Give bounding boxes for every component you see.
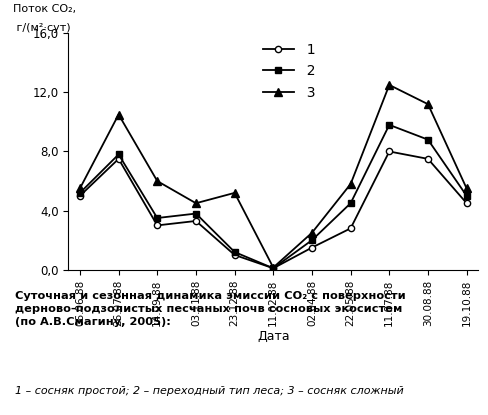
Legend:   1,   2,   3: 1, 2, 3: [263, 42, 316, 100]
Text: г/(м²·сут): г/(м²·сут): [13, 23, 71, 33]
X-axis label: Дата: Дата: [257, 330, 289, 343]
Text: Суточная и сезонная динамика эмиссии CO₂ с поверхности
дерново-подзолистых песча: Суточная и сезонная динамика эмиссии CO₂…: [15, 290, 406, 327]
Text: 1 – сосняк простой; 2 – переходный тип леса; 3 – сосняк сложный: 1 – сосняк простой; 2 – переходный тип л…: [15, 386, 404, 396]
Text: Поток CO₂,: Поток CO₂,: [13, 4, 76, 14]
